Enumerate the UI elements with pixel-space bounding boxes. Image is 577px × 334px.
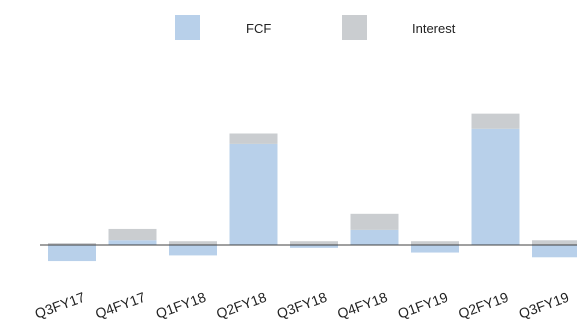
bar-fcf-q3fy19 bbox=[532, 245, 577, 258]
x-tick-label-q3fy19: Q3FY19 bbox=[517, 289, 572, 322]
x-tick-label-q2fy19: Q2FY19 bbox=[456, 289, 511, 322]
bar-fcf-q2fy19 bbox=[471, 128, 520, 245]
bar-fcf-q1fy18 bbox=[169, 245, 217, 256]
bar-interest-q3fy19 bbox=[532, 240, 577, 245]
legend-swatch-fcf bbox=[175, 15, 200, 40]
legend-label-interest: Interest bbox=[412, 21, 456, 36]
bar-interest-q2fy19 bbox=[471, 113, 520, 129]
bar-interest-q4fy17 bbox=[108, 228, 157, 241]
x-tick-label-q2fy18: Q2FY18 bbox=[214, 289, 269, 322]
bar-interest-q2fy18 bbox=[229, 133, 278, 144]
x-tick-label-q4fy18: Q4FY18 bbox=[335, 289, 390, 322]
x-tick-labels: Q3FY17 Q4FY17 Q1FY18 Q2FY18 Q3FY18 Q4FY18 Q1FY… bbox=[33, 289, 572, 322]
legend: FCF Interest bbox=[175, 15, 456, 40]
bar-interest-q4fy18 bbox=[350, 213, 399, 230]
legend-label-fcf: FCF bbox=[246, 21, 271, 36]
bar-interest-q3fy18 bbox=[290, 241, 338, 245]
x-tick-label-q1fy19: Q1FY19 bbox=[396, 289, 451, 322]
bar-interest-q1fy19 bbox=[411, 241, 459, 245]
bars bbox=[48, 113, 577, 262]
bar-fcf-q2fy18 bbox=[229, 143, 278, 245]
bar-fcf-q4fy18 bbox=[350, 229, 399, 245]
bar-fcf-q3fy17 bbox=[48, 245, 96, 262]
x-tick-label-q3fy18: Q3FY18 bbox=[275, 289, 330, 322]
bar-interest-q1fy18 bbox=[169, 241, 217, 245]
x-tick-label-q4fy17: Q4FY17 bbox=[93, 289, 148, 322]
x-tick-label-q1fy18: Q1FY18 bbox=[154, 289, 209, 322]
bar-fcf-q1fy19 bbox=[411, 245, 459, 253]
bar-fcf-q3fy18 bbox=[290, 245, 338, 248]
bar-interest-q3fy17 bbox=[48, 243, 96, 245]
legend-swatch-interest bbox=[342, 15, 367, 40]
bar-fcf-q4fy17 bbox=[108, 240, 157, 245]
x-tick-label-q3fy17: Q3FY17 bbox=[33, 289, 88, 322]
